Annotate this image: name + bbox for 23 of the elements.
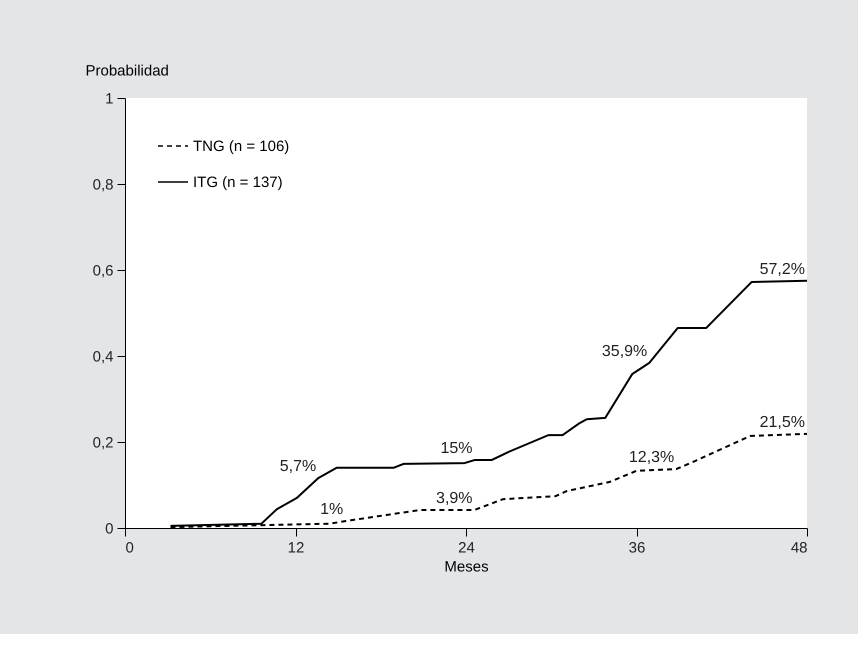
y-tick-label: 0	[105, 520, 114, 538]
annotation: 15%	[440, 440, 473, 458]
y-tick-label: 0,4	[92, 348, 114, 366]
x-axis-title: Meses	[444, 558, 489, 576]
y-tick-label: 0,2	[92, 434, 114, 452]
x-tick-label: 24	[458, 540, 475, 556]
x-tick-label: 36	[628, 540, 646, 556]
y-tick-label: 0,6	[92, 262, 114, 280]
x-tick-label: 12	[288, 540, 304, 556]
annotation: 1%	[320, 501, 344, 518]
y-tick-label: 1	[105, 90, 114, 108]
annotation: 57,2%	[760, 260, 805, 278]
annotation: 5,7%	[280, 458, 316, 476]
legend-label: TNG (n = 106)	[193, 138, 290, 155]
annotation: 21,5%	[760, 414, 805, 431]
y-axis-title: Probabilidad	[86, 62, 169, 80]
annotation: 3,9%	[436, 490, 473, 507]
x-tick-label: 0	[126, 540, 134, 556]
annotation: 12,3%	[628, 449, 674, 466]
y-tick-label: 0,8	[92, 176, 114, 194]
legend-label: ITG (n = 137)	[193, 174, 283, 191]
x-tick-label: 48	[790, 540, 808, 556]
annotation: 35,9%	[602, 342, 648, 360]
